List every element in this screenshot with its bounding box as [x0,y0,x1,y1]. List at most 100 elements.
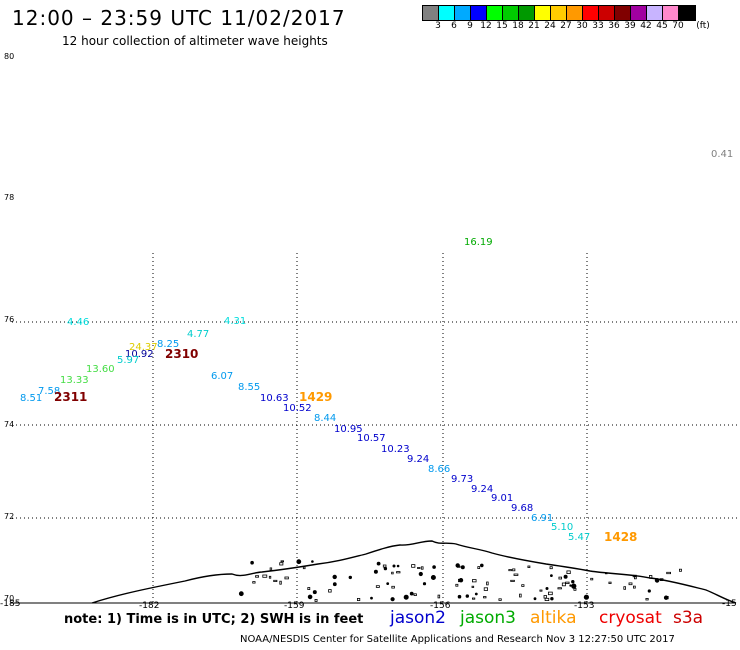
island [508,569,512,572]
satellite-label-cryosat: cryosat [599,608,662,628]
island [605,572,608,575]
island [460,565,465,570]
satellite-label-jason3: jason3 [460,608,516,628]
island [403,594,409,600]
island [455,563,460,568]
island [654,578,660,583]
map-title: 12:00 – 23:59 UTC 11/02/2017 [12,6,346,30]
lat-label: 80 [4,52,15,61]
legend-swatch [503,6,519,20]
lon-label: -182 [139,601,160,611]
satellite-label-jason2: jason2 [390,608,446,628]
island [386,582,390,585]
island [632,574,637,578]
wave-height-label: 4.46 [67,317,90,328]
legend-swatch [583,6,599,20]
wave-height-label: 9.24 [407,454,430,465]
island [565,581,570,584]
legend-label: 30 [576,21,588,31]
island [284,576,289,580]
legend-label: 36 [608,21,620,31]
wave-height-label: 8.44 [314,413,337,424]
island [457,578,463,583]
island [486,581,489,586]
legend-label: 39 [624,21,636,31]
island [571,580,575,584]
legend-label: 15 [496,21,508,31]
wave-height-label: 13.33 [60,375,89,386]
satellite-label-s3a: s3a [673,608,704,628]
wave-height-label: 10.23 [381,444,410,455]
island [519,593,522,598]
wave-height-label: 0.41 [711,149,734,160]
wave-height-label: 10.57 [357,433,386,444]
graticule [12,253,740,603]
island [545,587,549,591]
island [332,582,337,587]
island [356,598,361,602]
wave-height-label: 8.51 [20,393,43,404]
island [390,597,395,602]
island [314,599,318,602]
legend-label: 70 [672,21,684,31]
wave-height-label: 10.92 [125,349,154,360]
island [279,562,284,566]
island [332,574,337,580]
wave-height-label: 10.52 [283,403,312,414]
island [521,584,525,587]
pass-time-label: 2311 [54,390,88,404]
legend-swatch [423,6,439,20]
legend-label: 9 [467,21,473,31]
island [307,594,313,600]
island [420,566,424,570]
lat-label: 74 [4,420,15,429]
island [252,581,256,584]
lat-label: 70 [4,594,15,603]
lon-label: -15 [722,599,737,609]
island [533,597,537,601]
island [391,571,394,575]
pass-time-label: 2310 [165,347,199,361]
island [623,586,626,590]
island [549,566,553,570]
island [375,585,380,588]
legend-swatch [455,6,471,20]
island [296,559,302,565]
wave-height-label: 10.63 [260,393,289,404]
island [409,591,414,596]
lon-label: -156 [430,601,451,611]
island [302,566,306,570]
legend-swatch [663,6,679,20]
island [262,574,268,578]
island [391,585,395,589]
island [471,585,475,588]
legend-label: 3 [435,21,441,31]
credit-line: NOAA/NESDIS Center for Satellite Applica… [240,634,675,645]
legend-swatch [519,6,535,20]
island [465,594,469,598]
island [679,568,682,572]
coastal-islands [238,559,682,602]
wave-height-label: 4.31 [224,316,247,327]
island [382,564,387,568]
legend-label: 33 [592,21,604,31]
island [550,597,554,601]
wave-height-label: 5.10 [551,522,574,533]
island [437,594,441,599]
island [474,592,478,596]
island [370,596,373,600]
wave-height-label: 6.91 [531,513,554,524]
island [279,580,282,585]
wave-height-label: 8.55 [238,382,261,393]
wave-height-label: 5.47 [568,532,591,543]
pass-time-label: 1429 [299,390,333,404]
wave-height-label: 5.97 [117,355,140,366]
island [510,579,515,582]
island [649,575,653,579]
legend-swatch [439,6,455,20]
lat-label: 72 [4,512,15,521]
lon-label: -159 [284,601,305,611]
wave-height-label: 13.60 [86,364,115,375]
island [513,573,519,576]
